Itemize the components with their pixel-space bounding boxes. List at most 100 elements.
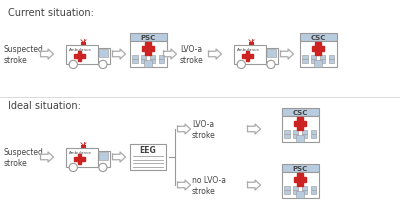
- Bar: [132, 60, 138, 63]
- Polygon shape: [142, 47, 154, 52]
- Polygon shape: [246, 52, 250, 62]
- Polygon shape: [74, 157, 85, 161]
- Bar: [98, 151, 110, 167]
- Circle shape: [69, 61, 77, 69]
- Bar: [130, 42, 166, 68]
- Bar: [293, 134, 298, 138]
- Bar: [249, 43, 254, 46]
- Bar: [302, 186, 308, 190]
- Text: CSC: CSC: [310, 35, 326, 41]
- Bar: [302, 55, 308, 59]
- Text: Ideal situation:: Ideal situation:: [8, 101, 81, 110]
- Text: no LVO-a
stroke: no LVO-a stroke: [192, 176, 226, 195]
- Polygon shape: [40, 50, 54, 60]
- Bar: [66, 149, 98, 167]
- Bar: [234, 46, 266, 64]
- Bar: [311, 60, 316, 63]
- Polygon shape: [74, 55, 85, 59]
- Text: Ambulance: Ambulance: [69, 150, 92, 154]
- Text: Suspected
stroke: Suspected stroke: [4, 45, 44, 64]
- Text: Current situation:: Current situation:: [8, 8, 94, 18]
- Bar: [282, 109, 318, 116]
- Bar: [266, 49, 278, 64]
- Bar: [320, 55, 326, 59]
- Circle shape: [99, 164, 107, 172]
- Bar: [130, 34, 166, 42]
- Bar: [284, 134, 290, 138]
- Bar: [284, 186, 290, 190]
- Polygon shape: [164, 50, 176, 60]
- Bar: [302, 130, 308, 134]
- Polygon shape: [294, 121, 306, 126]
- Bar: [141, 55, 146, 59]
- Bar: [329, 60, 334, 63]
- Bar: [293, 186, 298, 190]
- Bar: [320, 60, 326, 63]
- Circle shape: [267, 61, 275, 69]
- Circle shape: [99, 61, 107, 69]
- Bar: [81, 43, 86, 46]
- Bar: [314, 61, 322, 68]
- Polygon shape: [297, 173, 303, 186]
- Text: EEG: EEG: [140, 145, 156, 154]
- Bar: [311, 190, 316, 194]
- Bar: [150, 60, 155, 63]
- Bar: [311, 134, 316, 138]
- Bar: [267, 50, 276, 58]
- Text: Suspected
stroke: Suspected stroke: [4, 147, 44, 167]
- Bar: [99, 152, 108, 160]
- Polygon shape: [145, 43, 151, 55]
- Bar: [311, 55, 316, 59]
- Bar: [329, 55, 334, 59]
- Bar: [282, 164, 318, 172]
- Polygon shape: [40, 152, 54, 162]
- Bar: [293, 190, 298, 194]
- Bar: [99, 50, 108, 58]
- Polygon shape: [78, 52, 82, 62]
- Polygon shape: [280, 50, 294, 60]
- Bar: [98, 49, 110, 64]
- Bar: [150, 55, 155, 59]
- Bar: [144, 61, 152, 68]
- Bar: [302, 190, 308, 194]
- Polygon shape: [315, 43, 321, 55]
- Text: LVO-a
stroke: LVO-a stroke: [180, 45, 204, 64]
- Bar: [130, 144, 166, 170]
- Bar: [141, 60, 146, 63]
- Bar: [311, 186, 316, 190]
- Text: Ambulance: Ambulance: [69, 48, 92, 52]
- Circle shape: [69, 164, 77, 172]
- Bar: [282, 116, 318, 143]
- Bar: [132, 55, 138, 59]
- Bar: [81, 146, 86, 149]
- Bar: [159, 60, 164, 63]
- Bar: [302, 60, 308, 63]
- Text: LVO-a
stroke: LVO-a stroke: [192, 120, 216, 139]
- Polygon shape: [248, 180, 260, 190]
- Polygon shape: [178, 124, 190, 134]
- Bar: [296, 136, 304, 143]
- Bar: [311, 130, 316, 134]
- Polygon shape: [78, 154, 82, 164]
- Polygon shape: [112, 152, 126, 162]
- Bar: [300, 34, 336, 42]
- Polygon shape: [312, 47, 324, 52]
- Bar: [284, 190, 290, 194]
- Bar: [284, 130, 290, 134]
- Bar: [296, 191, 304, 198]
- Polygon shape: [208, 50, 222, 60]
- Bar: [66, 46, 98, 64]
- Polygon shape: [248, 124, 260, 134]
- Polygon shape: [242, 55, 253, 59]
- Text: CSC: CSC: [292, 109, 308, 115]
- Text: PSC: PSC: [292, 165, 308, 171]
- Polygon shape: [294, 177, 306, 182]
- Bar: [302, 134, 308, 138]
- Bar: [300, 42, 336, 68]
- Bar: [293, 130, 298, 134]
- Bar: [159, 55, 164, 59]
- Bar: [282, 172, 318, 198]
- Text: Ambulance: Ambulance: [237, 48, 260, 52]
- Polygon shape: [297, 118, 303, 130]
- Text: PSC: PSC: [140, 35, 156, 41]
